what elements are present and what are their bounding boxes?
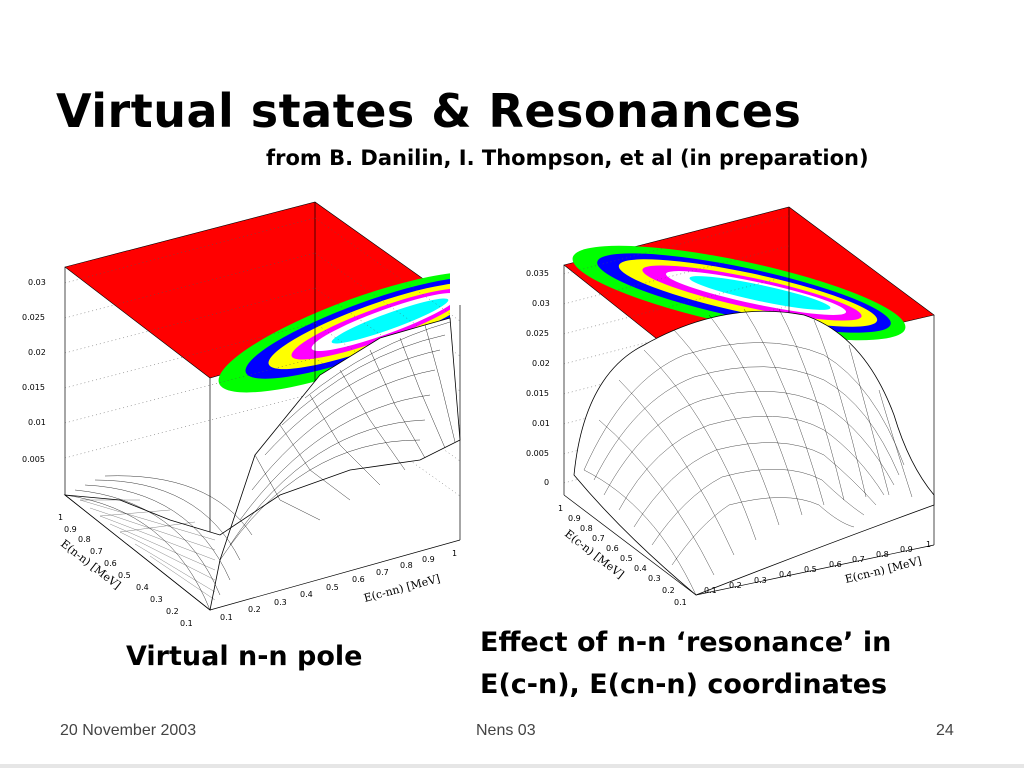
footer-page-number: 24 — [936, 722, 954, 739]
left-tick: 1 — [58, 513, 63, 522]
left-tick: 0.9 — [568, 514, 581, 523]
right-tick: 0.7 — [852, 555, 865, 564]
right-tick: 0.9 — [422, 555, 435, 564]
caption-virtual-pole: Virtual n-n pole — [126, 641, 363, 672]
right-tick: 0.7 — [376, 568, 389, 577]
right-tick: 0.3 — [754, 576, 767, 585]
right-tick: 0.4 — [300, 590, 313, 599]
left-tick: 0.7 — [592, 534, 605, 543]
left-tick: 0.8 — [580, 524, 593, 533]
z-tick: 0.015 — [526, 389, 549, 398]
z-tick: 0.005 — [526, 449, 549, 458]
right-tick: 0.2 — [729, 581, 742, 590]
right-tick: 1 — [452, 549, 457, 558]
footer-conference: Nens 03 — [476, 722, 536, 739]
surface-plot-resonance: 0.035 0.03 0.025 0.02 0.015 0.01 0.005 0… — [524, 205, 940, 615]
caption-resonance-line2: E(c-n), E(cn-n) coordinates — [480, 669, 888, 700]
z-tick: 0.005 — [22, 455, 45, 464]
contour-ellipses — [572, 245, 906, 341]
slide-subtitle: from B. Danilin, I. Thompson, et al (in … — [266, 146, 869, 170]
left-tick: 0.2 — [662, 586, 675, 595]
z-tick: 0.02 — [532, 359, 550, 368]
left-tick: 0.4 — [634, 564, 647, 573]
right-tick: 0.4 — [779, 570, 792, 579]
left-tick: 0.9 — [64, 525, 77, 534]
left-tick: 0.7 — [90, 547, 103, 556]
left-tick: 0.5 — [118, 571, 131, 580]
right-tick: 1 — [926, 540, 931, 549]
z-tick: 0 — [544, 478, 549, 487]
surface-mesh — [63, 317, 461, 611]
caption-resonance: Effect of n-n ‘resonance’ in E(c-n), E(c… — [480, 622, 1000, 706]
left-tick: 1 — [558, 504, 563, 513]
z-tick: 0.03 — [532, 299, 550, 308]
z-tick-labels: 0.035 0.03 0.025 0.02 0.015 0.01 0.005 0 — [526, 269, 550, 487]
right-tick: 0.2 — [248, 605, 261, 614]
right-tick: 0.5 — [804, 565, 817, 574]
surface-plot-virtual-pole: 0.03 0.025 0.02 0.015 0.01 0.005 1 0.9 0… — [20, 200, 470, 632]
right-tick: 0.8 — [400, 561, 413, 570]
left-tick: 0.6 — [606, 544, 619, 553]
left-tick: 0.1 — [674, 598, 687, 607]
left-tick: 0.8 — [78, 535, 91, 544]
right-tick: 0.3 — [274, 598, 287, 607]
right-tick: 0.6 — [352, 575, 365, 584]
left-tick: 0.3 — [150, 595, 163, 604]
z-tick: 0.01 — [532, 419, 550, 428]
surface-plot-right-svg: 0.035 0.03 0.025 0.02 0.015 0.01 0.005 0… — [526, 206, 935, 607]
bottom-divider — [0, 764, 1024, 768]
left-tick: 0.3 — [648, 574, 661, 583]
surface-mesh — [573, 308, 935, 596]
z-tick: 0.015 — [22, 383, 45, 392]
z-tick: 0.025 — [526, 329, 549, 338]
z-tick: 0.01 — [28, 418, 46, 427]
surface-plot-left-svg: 0.03 0.025 0.02 0.015 0.01 0.005 1 0.9 0… — [22, 200, 470, 628]
slide-title: Virtual states & Resonances — [56, 84, 802, 138]
right-tick: 0.9 — [900, 545, 913, 554]
left-axis-ticks: 1 0.9 0.8 0.7 0.6 0.5 0.4 0.3 0.2 0.1 — [58, 513, 193, 628]
left-tick: 0.6 — [104, 559, 117, 568]
right-tick: 0.8 — [876, 550, 889, 559]
right-tick: 0.6 — [829, 560, 842, 569]
caption-resonance-line1: Effect of n-n ‘resonance’ in — [480, 627, 892, 658]
left-tick: 0.1 — [180, 619, 193, 628]
contour-ellipses — [218, 200, 470, 400]
right-axis-ticks: 0.1 0.2 0.3 0.4 0.5 0.6 0.7 0.8 0.9 1 — [220, 549, 457, 622]
right-tick: 0.1 — [220, 613, 233, 622]
left-axis-ticks: 1 0.9 0.8 0.7 0.6 0.5 0.4 0.3 0.2 0.1 — [558, 504, 687, 607]
right-axis-ticks: 0.1 0.2 0.3 0.4 0.5 0.6 0.7 0.8 0.9 1 — [704, 540, 931, 595]
z-tick-labels: 0.03 0.025 0.02 0.015 0.01 0.005 — [22, 278, 46, 464]
right-tick: 0.1 — [704, 586, 717, 595]
left-tick: 0.2 — [166, 607, 179, 616]
z-tick: 0.02 — [28, 348, 46, 357]
right-axis-label: E(c-nn) [MeV] — [362, 572, 441, 605]
right-tick: 0.5 — [326, 583, 339, 592]
z-tick: 0.03 — [28, 278, 46, 287]
z-tick: 0.035 — [526, 269, 549, 278]
footer-date: 20 November 2003 — [60, 722, 197, 739]
z-tick: 0.025 — [22, 313, 45, 322]
left-tick: 0.5 — [620, 554, 633, 563]
left-tick: 0.4 — [136, 583, 149, 592]
